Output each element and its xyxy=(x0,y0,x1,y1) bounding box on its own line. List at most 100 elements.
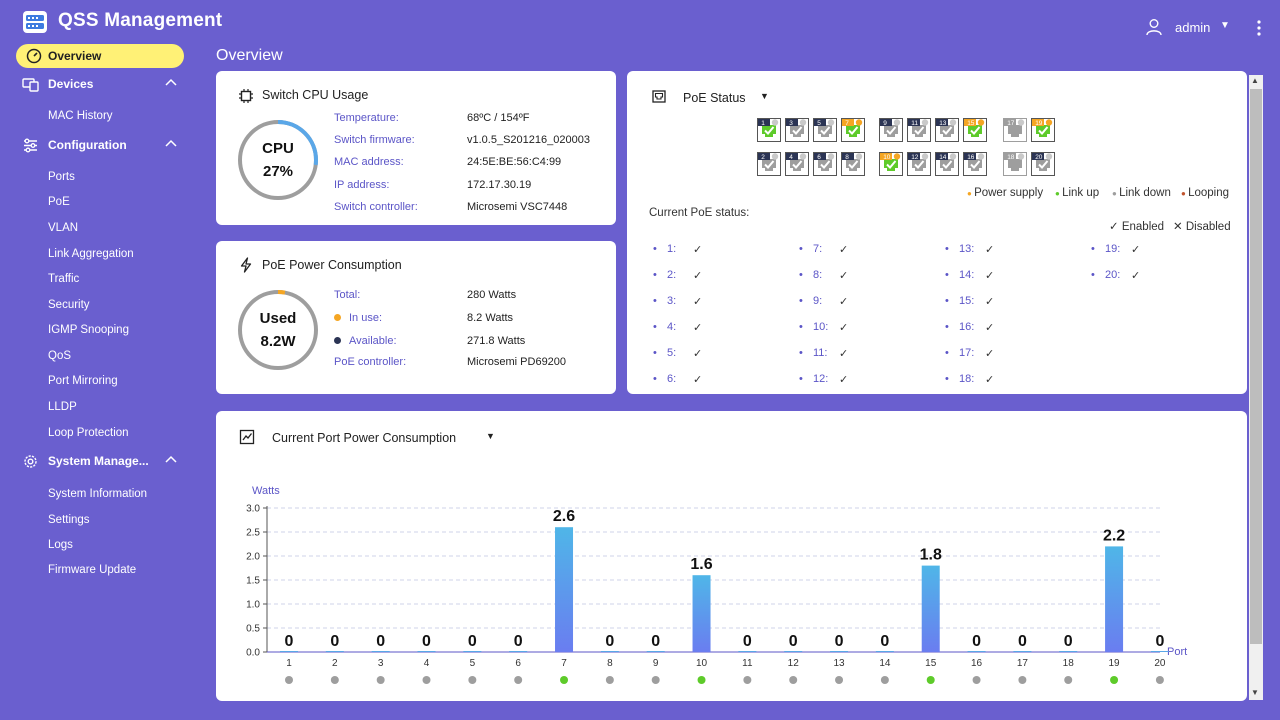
port-4-icon[interactable]: 4 xyxy=(785,152,809,176)
enabled-check-icon: ✓ xyxy=(985,244,995,256)
sidebar-item-firmware-update[interactable]: Firmware Update xyxy=(48,564,137,576)
port-16-icon[interactable]: 16 xyxy=(963,152,987,176)
chevron-up-icon[interactable] xyxy=(164,137,178,151)
sidebar-item-security[interactable]: Security xyxy=(48,299,90,311)
port-status-number: 4: xyxy=(667,321,677,333)
port-status-number: 11: xyxy=(813,347,828,359)
sidebar-group-system-management[interactable]: System Manage... xyxy=(16,449,188,473)
sidebar-item-link-aggregation[interactable]: Link Aggregation xyxy=(48,248,134,260)
chart-dropdown-caret-icon[interactable]: ▼ xyxy=(486,431,495,441)
ip-address-value: 172.17.30.19 xyxy=(467,179,532,191)
data-label: 0 xyxy=(376,633,385,650)
enabled-check-icon: ✓ xyxy=(839,244,849,256)
link-status-dot xyxy=(697,676,706,684)
chevron-up-icon[interactable] xyxy=(164,453,178,467)
bullet: • xyxy=(945,347,949,359)
disabled-legend: ✕ Disabled xyxy=(1173,219,1231,233)
port-19-icon[interactable]: 19 xyxy=(1031,118,1055,142)
port-7-icon[interactable]: 7 xyxy=(841,118,865,142)
sidebar-item-port-mirroring[interactable]: Port Mirroring xyxy=(48,375,118,387)
y-tick-label: 2.0 xyxy=(246,552,260,563)
sidebar-item-poe[interactable]: PoE xyxy=(48,196,70,208)
user-name[interactable]: admin xyxy=(1175,20,1211,35)
sidebar-item-lldp[interactable]: LLDP xyxy=(48,401,77,413)
port-status-number: 3: xyxy=(667,295,677,307)
port-9-icon[interactable]: 9 xyxy=(879,118,903,142)
sidebar-item-ports[interactable]: Ports xyxy=(48,171,75,183)
port-5-icon[interactable]: 5 xyxy=(813,118,837,142)
sidebar-item-mac-history[interactable]: MAC History xyxy=(48,110,113,122)
port-17-icon[interactable]: 17 xyxy=(1003,118,1027,142)
bar xyxy=(1105,546,1124,652)
bar xyxy=(921,565,940,652)
port-status-number: 7: xyxy=(813,243,823,255)
poe-status-dropdown-caret-icon[interactable]: ▼ xyxy=(760,91,769,101)
data-label: 0 xyxy=(330,633,339,650)
port-2-icon[interactable]: 2 xyxy=(757,152,781,176)
enabled-check-icon: ✓ xyxy=(985,348,995,360)
link-status-dot xyxy=(376,676,385,684)
bullet: • xyxy=(653,321,657,333)
port-status-row: • 14: ✓ xyxy=(945,269,994,282)
data-label: 1.8 xyxy=(920,547,942,564)
x-tick-label: 5 xyxy=(470,658,476,669)
link-status-dot xyxy=(468,676,477,684)
sidebar-item-vlan[interactable]: VLAN xyxy=(48,222,79,234)
port-13-icon[interactable]: 13 xyxy=(935,118,959,142)
data-label: 0 xyxy=(972,633,981,650)
sidebar-group-label: System Manage... xyxy=(48,454,149,468)
link-status-dot xyxy=(330,676,339,684)
cpu-chip-icon xyxy=(239,89,253,103)
port-status-number: 12: xyxy=(813,373,829,385)
port-15-icon[interactable]: 15 xyxy=(963,118,987,142)
port-14-icon[interactable]: 14 xyxy=(935,152,959,176)
enabled-check-icon: ✓ xyxy=(693,348,703,360)
sidebar-item-loop-protection[interactable]: Loop Protection xyxy=(48,427,129,439)
port-10-icon[interactable]: 10 xyxy=(879,152,903,176)
svg-text:1: 1 xyxy=(761,120,765,127)
link-status-dot xyxy=(422,676,431,684)
y-tick-label: 0.5 xyxy=(246,624,260,635)
more-options-icon[interactable] xyxy=(1252,18,1266,38)
link-status-dot xyxy=(285,676,293,684)
port-8-icon[interactable]: 8 xyxy=(841,152,865,176)
port-18-icon[interactable]: 18 xyxy=(1003,152,1027,176)
sidebar-item-traffic[interactable]: Traffic xyxy=(48,273,80,285)
port-12-icon[interactable]: 12 xyxy=(907,152,931,176)
port-20-icon[interactable]: 20 xyxy=(1031,152,1055,176)
x-tick-label: 10 xyxy=(696,658,708,669)
port-6-icon[interactable]: 6 xyxy=(813,152,837,176)
port-status-number: 9: xyxy=(813,295,823,307)
user-menu-caret-icon[interactable]: ▼ xyxy=(1220,20,1230,31)
chevron-up-icon[interactable] xyxy=(164,76,178,90)
port-status-row: • 1: ✓ xyxy=(653,243,702,256)
bullet: • xyxy=(799,321,803,333)
sidebar-group-devices[interactable]: Devices xyxy=(16,72,188,96)
y-tick-label: 1.5 xyxy=(246,576,260,587)
bar-chart: Watts0.00.51.01.52.02.53.0Port0102030405… xyxy=(246,485,1187,684)
port-1-icon[interactable]: 1 xyxy=(757,118,781,142)
ip-address-label: IP address: xyxy=(334,179,390,191)
sidebar-item-system-information[interactable]: System Information xyxy=(48,488,148,500)
scroll-up-icon[interactable]: ▲ xyxy=(1251,76,1259,85)
link-status-dot xyxy=(835,676,844,684)
sidebar-item-logs[interactable]: Logs xyxy=(48,539,73,551)
sidebar-item-settings[interactable]: Settings xyxy=(48,514,90,526)
scrollbar-thumb[interactable] xyxy=(1250,89,1262,644)
sidebar-group-configuration[interactable]: Configuration xyxy=(16,133,188,157)
x-tick-label: 15 xyxy=(925,658,937,669)
port-3-icon[interactable]: 3 xyxy=(785,118,809,142)
available-dot xyxy=(334,337,341,344)
user-icon[interactable] xyxy=(1145,18,1163,36)
in-use-value: 8.2 Watts xyxy=(467,312,514,324)
poe-status-card: PoE Status ▼ 1 2 3 4 5 6 7 8 9 10 11 12 13 14 15 16 17 18… xyxy=(627,71,1247,394)
ethernet-port-icon xyxy=(652,90,666,103)
sidebar-item-igmp-snooping[interactable]: IGMP Snooping xyxy=(48,324,129,336)
sidebar-item-overview[interactable]: Overview xyxy=(16,44,184,68)
poe-controller-label: PoE controller: xyxy=(334,356,407,368)
port-11-icon[interactable]: 11 xyxy=(907,118,931,142)
devices-icon xyxy=(22,78,39,92)
sidebar-item-qos[interactable]: QoS xyxy=(48,350,72,362)
x-tick-label: 12 xyxy=(788,658,800,669)
scroll-down-icon[interactable]: ▼ xyxy=(1251,688,1259,697)
